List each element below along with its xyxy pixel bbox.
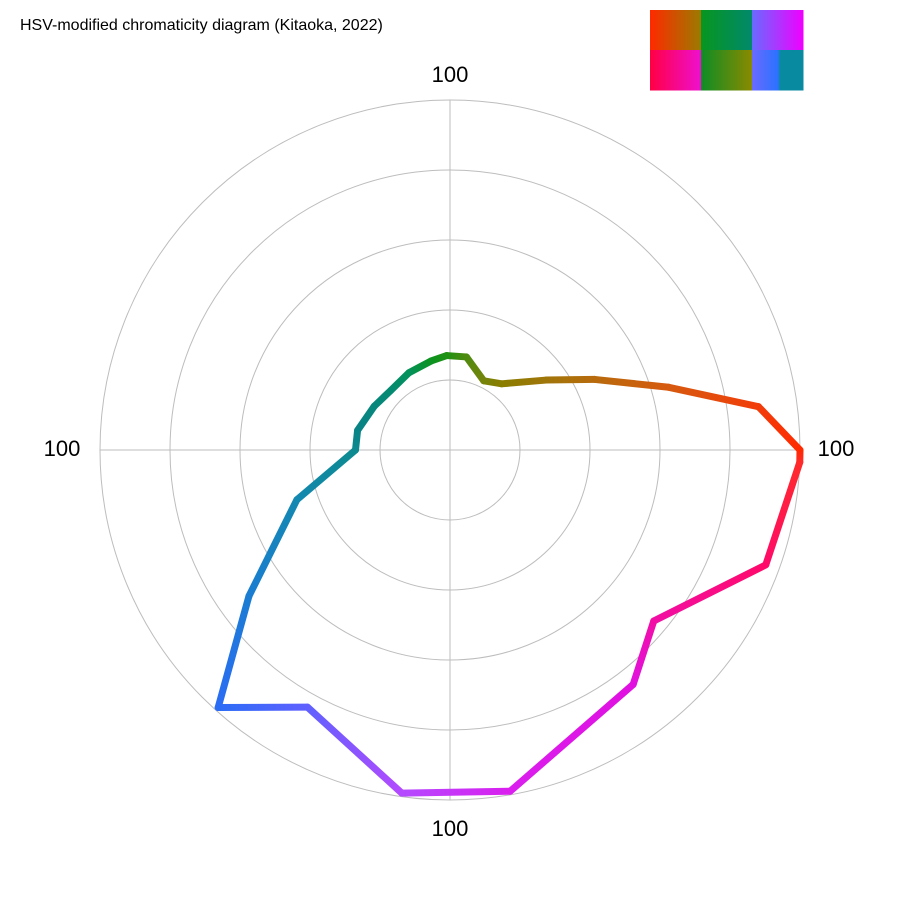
curve-segment-20 [398, 787, 514, 797]
swatch-cell-r2-c1 [650, 50, 702, 91]
curve-segment-4 [542, 375, 599, 384]
axis-label-right: 100 [818, 436, 855, 461]
axis-label-left: 100 [44, 436, 81, 461]
axis-label-bottom: 100 [432, 816, 469, 841]
color-swatch-grid [650, 10, 804, 91]
curve-segment-7 [462, 353, 488, 385]
polar-grid [99, 99, 801, 801]
axis-label-top: 100 [432, 62, 469, 87]
curve-segment-12 [370, 387, 395, 410]
curve-segment-19 [303, 703, 406, 797]
swatch-cell-r2-c2 [701, 50, 753, 91]
swatch-cell-r2-c3 [752, 50, 804, 91]
curve-segment-13 [354, 402, 378, 434]
swatch-cell-r1-c2 [701, 10, 753, 51]
curve-segment-5 [498, 376, 550, 388]
curve-segment-16 [245, 496, 301, 600]
curve-segment-15 [293, 446, 359, 504]
chromaticity-curve [214, 352, 804, 797]
curve-segment-24 [762, 458, 804, 569]
curve-segment-17 [214, 592, 253, 711]
curve-segment-2 [665, 383, 762, 411]
curve-segment-10 [405, 357, 435, 377]
curve-segment-1 [754, 403, 804, 454]
curve-segment-21 [506, 680, 637, 795]
swatch-cell-r1-c1 [650, 10, 702, 51]
curve-segment-22 [629, 617, 658, 688]
chart-title: HSV-modified chromaticity diagram (Kitao… [20, 17, 383, 34]
curve-segment-3 [591, 375, 673, 391]
swatch-cell-r1-c3 [752, 10, 804, 51]
curve-segment-11 [387, 369, 413, 395]
curve-segment-23 [650, 561, 770, 625]
